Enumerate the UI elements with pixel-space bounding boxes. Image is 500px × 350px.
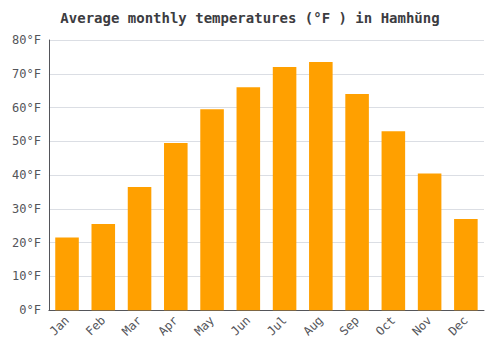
- svg-text:70°F: 70°F: [12, 67, 41, 81]
- svg-text:May: May: [192, 313, 217, 338]
- svg-text:Aug: Aug: [301, 313, 326, 338]
- svg-text:50°F: 50°F: [12, 134, 41, 148]
- svg-text:10°F: 10°F: [12, 269, 41, 283]
- svg-text:60°F: 60°F: [12, 101, 41, 115]
- svg-text:80°F: 80°F: [12, 33, 41, 47]
- svg-text:Average monthly temperatures (: Average monthly temperatures (°F ) in Ha…: [60, 10, 439, 26]
- svg-text:Sep: Sep: [337, 313, 362, 338]
- svg-text:Jun: Jun: [228, 313, 253, 338]
- svg-text:40°F: 40°F: [12, 168, 41, 182]
- svg-text:Apr: Apr: [156, 313, 181, 338]
- svg-text:Dec: Dec: [446, 313, 471, 338]
- svg-text:Oct: Oct: [373, 313, 398, 338]
- svg-text:Jan: Jan: [47, 313, 72, 338]
- svg-text:Nov: Nov: [409, 313, 434, 338]
- svg-text:0°F: 0°F: [19, 303, 41, 317]
- svg-text:Feb: Feb: [83, 313, 108, 338]
- svg-text:Jul: Jul: [264, 313, 289, 338]
- svg-text:Mar: Mar: [119, 313, 144, 338]
- svg-text:30°F: 30°F: [12, 202, 41, 216]
- svg-text:20°F: 20°F: [12, 236, 41, 250]
